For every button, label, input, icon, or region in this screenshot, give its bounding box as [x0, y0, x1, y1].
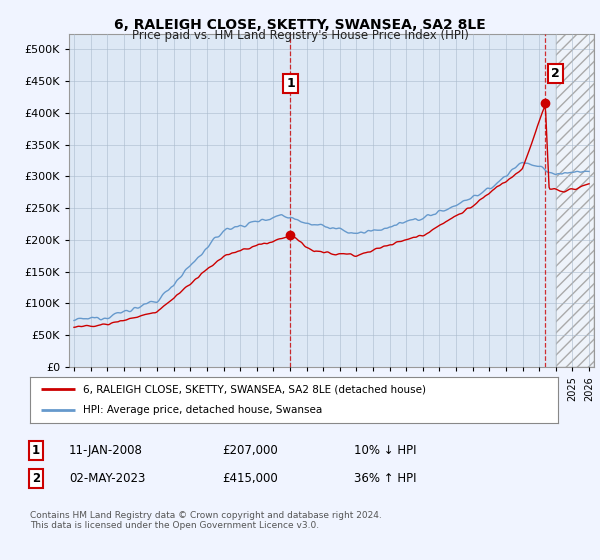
Text: 2: 2: [551, 67, 560, 80]
Text: 6, RALEIGH CLOSE, SKETTY, SWANSEA, SA2 8LE (detached house): 6, RALEIGH CLOSE, SKETTY, SWANSEA, SA2 8…: [83, 384, 426, 394]
Text: 1: 1: [32, 444, 40, 458]
Text: 36% ↑ HPI: 36% ↑ HPI: [354, 472, 416, 486]
Text: HPI: Average price, detached house, Swansea: HPI: Average price, detached house, Swan…: [83, 405, 322, 416]
Text: 2: 2: [32, 472, 40, 486]
Text: 11-JAN-2008: 11-JAN-2008: [69, 444, 143, 458]
Text: 02-MAY-2023: 02-MAY-2023: [69, 472, 145, 486]
Text: £415,000: £415,000: [222, 472, 278, 486]
Text: Price paid vs. HM Land Registry's House Price Index (HPI): Price paid vs. HM Land Registry's House …: [131, 29, 469, 42]
Text: £207,000: £207,000: [222, 444, 278, 458]
Text: 10% ↓ HPI: 10% ↓ HPI: [354, 444, 416, 458]
Text: Contains HM Land Registry data © Crown copyright and database right 2024.
This d: Contains HM Land Registry data © Crown c…: [30, 511, 382, 530]
Text: 6, RALEIGH CLOSE, SKETTY, SWANSEA, SA2 8LE: 6, RALEIGH CLOSE, SKETTY, SWANSEA, SA2 8…: [114, 18, 486, 32]
Text: 1: 1: [286, 77, 295, 90]
